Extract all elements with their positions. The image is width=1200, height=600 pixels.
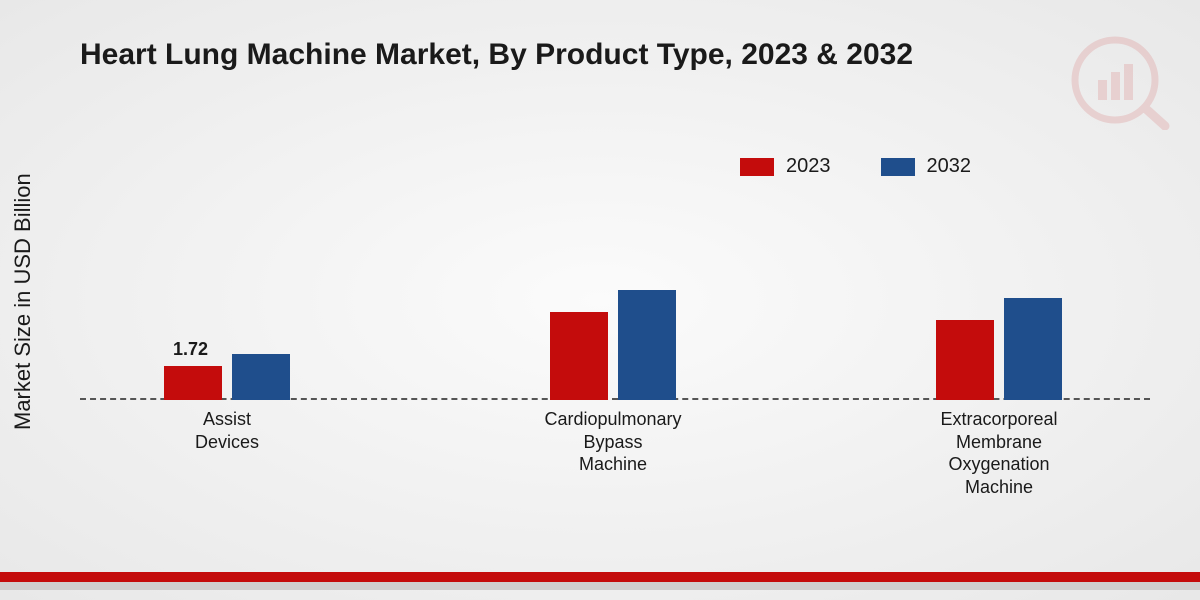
category-label-assist: Assist Devices: [137, 408, 317, 453]
category-label-ecmo: Extracorporeal Membrane Oxygenation Mach…: [909, 408, 1089, 498]
bar-ecmo-2032: [1004, 298, 1062, 400]
bar-assist-2032: [232, 354, 290, 400]
category-label-cpb: Cardiopulmonary Bypass Machine: [523, 408, 703, 476]
footer-red: [0, 572, 1200, 582]
bar-group-assist: [164, 354, 290, 400]
value-label-assist-2023: 1.72: [173, 339, 208, 360]
y-axis-label: Market Size in USD Billion: [10, 173, 36, 430]
bar-cpb-2032: [618, 290, 676, 400]
bar-cpb-2023: [550, 312, 608, 400]
chart-title: Heart Lung Machine Market, By Product Ty…: [80, 38, 913, 72]
plot-area: 1.72: [80, 160, 1150, 400]
bar-assist-2023: [164, 366, 222, 400]
bar-ecmo-2023: [936, 320, 994, 400]
brand-logo-icon: [1070, 30, 1170, 130]
bar-group-cpb: [550, 290, 676, 400]
footer-bar: [0, 572, 1200, 590]
footer-grey: [0, 582, 1200, 590]
bar-group-ecmo: [936, 298, 1062, 400]
